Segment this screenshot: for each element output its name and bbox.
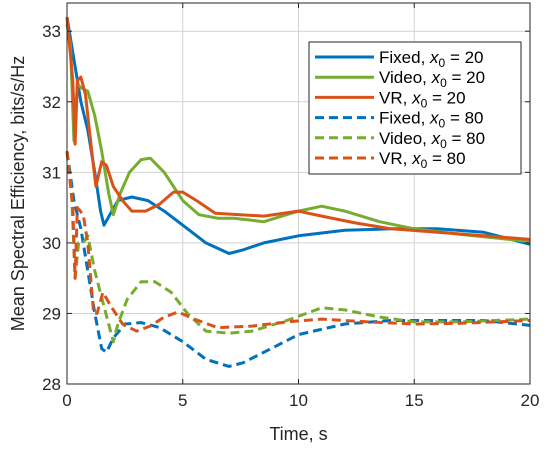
legend-label-2: Video, x0 = 20 (379, 68, 485, 90)
x-tick-label: 5 (178, 391, 187, 410)
legend-label-variable: x (431, 129, 441, 148)
series-line-6 (65, 151, 531, 333)
y-tick-label: 33 (42, 22, 61, 41)
x-tick-label: 10 (289, 391, 308, 410)
legend-label-3: VR, x0 = 20 (379, 88, 466, 110)
legend-label-subscript: 0 (421, 157, 428, 171)
legend-label-prefix: VR, (379, 149, 412, 168)
legend-label-subscript: 0 (439, 56, 446, 70)
legend-label-subscript: 0 (440, 76, 447, 90)
legend-label-prefix: Fixed, (379, 48, 430, 67)
legend-box (308, 41, 522, 175)
legend-label-prefix: Fixed, (379, 109, 430, 128)
x-axis-label: Time, s (269, 424, 327, 444)
legend-label-subscript: 0 (421, 96, 428, 110)
legend-label-suffix: = 80 (427, 149, 465, 168)
y-tick-label: 32 (42, 93, 61, 112)
series-line-3 (65, 16, 531, 241)
legend-label-6: VR, x0 = 80 (379, 149, 466, 171)
x-tick-label: 20 (521, 391, 540, 410)
legend-label-subscript: 0 (440, 137, 447, 151)
y-tick-label: 30 (42, 234, 61, 253)
legend-label-5: Video, x0 = 80 (379, 129, 485, 151)
y-axis-label: Mean Spectral Efficiency, bits/s/Hz (8, 56, 28, 331)
legend-label-suffix: = 80 (447, 129, 485, 148)
legend-label-subscript: 0 (439, 117, 446, 131)
legend-label-variable: x (429, 109, 439, 128)
legend-label-prefix: Video, (379, 129, 432, 148)
legend-label-1: Fixed, x0 = 20 (379, 48, 484, 70)
y-tick-label: 31 (42, 163, 61, 182)
data-lines (65, 16, 531, 368)
legend-label-variable: x (411, 149, 421, 168)
legend-label-suffix: = 20 (445, 48, 483, 67)
legend-label-variable: x (411, 88, 421, 107)
legend-label-suffix: = 80 (445, 109, 483, 128)
x-tick-label: 0 (62, 391, 71, 410)
legend-label-variable: x (431, 68, 441, 87)
legend-label-4: Fixed, x0 = 80 (379, 109, 484, 131)
legend-label-suffix: = 20 (447, 68, 485, 87)
y-tick-label: 29 (42, 304, 61, 323)
legend-label-variable: x (429, 48, 439, 67)
axis-ticks: 0 5 10 15 20 28 29 30 31 32 33 (42, 3, 539, 410)
legend-label-prefix: VR, (379, 88, 412, 107)
series-line-5 (65, 151, 531, 344)
y-tick-label: 28 (42, 375, 61, 394)
legend-label-suffix: = 20 (427, 88, 465, 107)
x-tick-label: 15 (405, 391, 424, 410)
legend-label-prefix: Video, (379, 68, 432, 87)
